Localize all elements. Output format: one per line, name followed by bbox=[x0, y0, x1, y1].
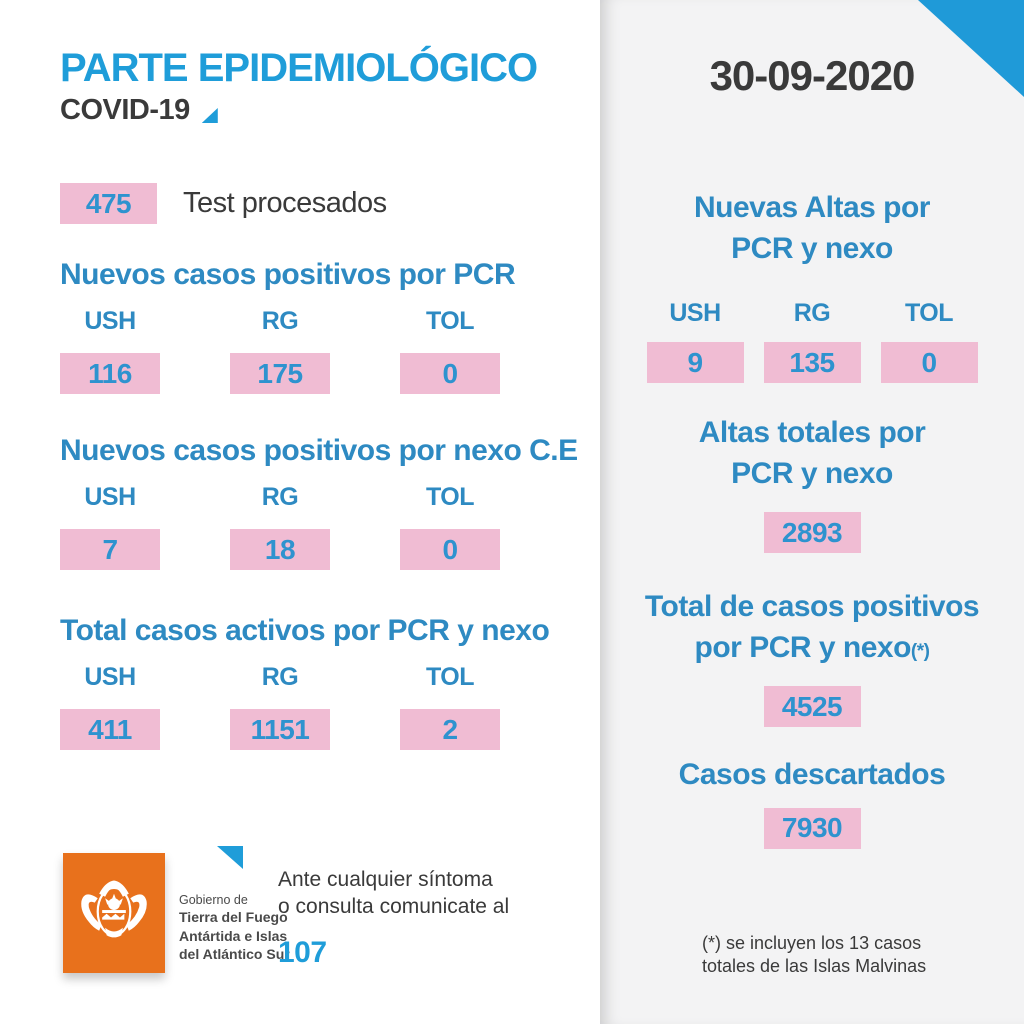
section-title: Altas totales por PCR y nexo bbox=[600, 413, 1024, 494]
value-badge: 2 bbox=[400, 709, 500, 750]
column-header: RG bbox=[261, 663, 299, 691]
badge-wrap: 4525 bbox=[600, 686, 1024, 727]
section-columns: USH 7 RG 18 TOL 0 bbox=[60, 483, 600, 570]
value-badge: 7930 bbox=[763, 807, 861, 849]
section-title: Total de casos positivos por PCR y nexo(… bbox=[600, 587, 1024, 668]
flag-triangle-icon bbox=[217, 846, 243, 869]
column-rg: RG 18 bbox=[230, 483, 330, 570]
column-header: TOL bbox=[425, 307, 475, 335]
hotline-notice: Ante cualquier síntoma o consulta comuni… bbox=[278, 866, 538, 972]
value-badge: 411 bbox=[60, 709, 160, 750]
page-title-part1: PARTE bbox=[60, 46, 198, 90]
column-tol: TOL 2 bbox=[400, 663, 500, 750]
column-rg: RG 175 bbox=[230, 307, 330, 394]
column-ush: USH 116 bbox=[60, 307, 160, 394]
report-date: 30-09-2020 bbox=[709, 52, 916, 99]
title-line1: Altas totales por bbox=[698, 416, 926, 449]
value-badge: 2893 bbox=[763, 512, 861, 553]
title-line1: Nuevas Altas por bbox=[694, 191, 930, 224]
tests-processed-row: 475 Test procesados bbox=[60, 183, 600, 224]
coat-of-arms-icon bbox=[81, 880, 147, 938]
section-title: Casos descartados bbox=[678, 758, 946, 791]
column-header: USH bbox=[84, 307, 136, 335]
title-line2: PCR y nexo bbox=[731, 231, 893, 265]
gov-small: Gobierno de bbox=[179, 893, 248, 908]
notice-line2: o consulta comunicate al bbox=[278, 895, 510, 919]
section-total-recoveries: Altas totales por PCR y nexo 2893 bbox=[600, 413, 1024, 553]
value-badge: 0 bbox=[880, 342, 978, 383]
badge-wrap: 2893 bbox=[600, 512, 1024, 553]
right-panel: 30-09-2020 Nuevas Altas por PCR y nexo U… bbox=[600, 0, 1024, 1024]
value-badge: 4525 bbox=[763, 686, 861, 727]
column-rg: RG 1151 bbox=[230, 663, 330, 750]
value-badge: 18 bbox=[230, 529, 330, 570]
hotline-number: 107 bbox=[278, 935, 327, 969]
column-header: RG bbox=[261, 307, 299, 335]
section-discarded-cases: Casos descartados 7930 bbox=[600, 755, 1024, 849]
value-badge: 116 bbox=[60, 353, 160, 394]
government-logo bbox=[63, 853, 165, 973]
column-tol: TOL 0 bbox=[400, 483, 500, 570]
column-header: RG bbox=[261, 483, 299, 511]
notice-line1: Ante cualquier síntoma bbox=[278, 868, 493, 891]
gov-line3: del Atlántico Sur bbox=[179, 945, 290, 962]
badge-wrap: 7930 bbox=[600, 807, 1024, 849]
section-new-cases-pcr: Nuevos casos positivos por PCR USH 116 R… bbox=[60, 258, 600, 394]
column-tol: TOL 0 bbox=[400, 307, 500, 394]
column-ush: USH 9 bbox=[646, 299, 744, 383]
column-header: USH bbox=[84, 483, 136, 511]
section-new-cases-nexo: Nuevos casos positivos por nexo C.E USH … bbox=[60, 434, 600, 570]
value-badge: 1151 bbox=[230, 709, 330, 750]
tests-label: Test procesados bbox=[183, 187, 387, 219]
section-columns: USH 116 RG 175 TOL 0 bbox=[60, 307, 600, 394]
flag-triangle-icon bbox=[201, 108, 218, 123]
government-name: Gobierno de Tierra del Fuego Antártida e… bbox=[179, 892, 290, 963]
section-total-positive-cases: Total de casos positivos por PCR y nexo(… bbox=[600, 587, 1024, 727]
column-header: TOL bbox=[425, 663, 475, 691]
title-line2: por PCR y nexo(*) bbox=[600, 628, 1024, 669]
footnote: (*) se incluyen los 13 casos totales de … bbox=[702, 932, 926, 977]
column-header: TOL bbox=[425, 483, 475, 511]
footer: Gobierno de Tierra del Fuego Antártida e… bbox=[63, 846, 509, 973]
column-header: TOL bbox=[904, 299, 954, 327]
section-columns: USH 9 RG 135 TOL 0 bbox=[600, 299, 1024, 383]
section-title: Nuevos casos positivos por PCR bbox=[60, 258, 516, 291]
column-ush: USH 7 bbox=[60, 483, 160, 570]
footnote-line2: totales de las Islas Malvinas bbox=[702, 955, 927, 976]
section-title: Nuevos casos positivos por nexo C.E bbox=[60, 434, 578, 467]
column-rg: RG 135 bbox=[763, 299, 861, 383]
left-panel: PARTE EPIDEMIOLÓGICO COVID-19 475 Test p… bbox=[60, 48, 600, 973]
column-ush: USH 411 bbox=[60, 663, 160, 750]
tests-value-badge: 475 bbox=[60, 183, 157, 224]
column-header: RG bbox=[793, 299, 831, 327]
section-total-active-cases: Total casos activos por PCR y nexo USH 4… bbox=[60, 614, 600, 750]
value-badge: 9 bbox=[646, 342, 744, 383]
section-new-recoveries: Nuevas Altas por PCR y nexo USH 9 RG 135… bbox=[600, 188, 1024, 383]
covid-label: COVID-19 bbox=[60, 94, 190, 126]
title-line2: PCR y nexo bbox=[731, 456, 893, 490]
value-badge: 7 bbox=[60, 529, 160, 570]
section-columns: USH 411 RG 1151 TOL 2 bbox=[60, 663, 600, 750]
page-subtitle: COVID-19 bbox=[60, 96, 600, 125]
column-header: USH bbox=[669, 299, 721, 327]
page-title-part2: EPIDEMIOLÓGICO bbox=[197, 46, 538, 90]
column-tol: TOL 0 bbox=[880, 299, 978, 383]
section-title: Nuevas Altas por PCR y nexo bbox=[600, 188, 1024, 269]
value-badge: 135 bbox=[763, 342, 861, 383]
value-badge: 0 bbox=[400, 529, 500, 570]
column-header: USH bbox=[84, 663, 136, 691]
asterisk-marker: (*) bbox=[910, 640, 930, 662]
page-title: PARTE EPIDEMIOLÓGICO bbox=[60, 48, 600, 88]
gov-line1: Tierra del Fuego bbox=[179, 909, 288, 926]
title-line2-text: por PCR y nexo bbox=[694, 630, 912, 664]
section-title: Total casos activos por PCR y nexo bbox=[60, 614, 550, 647]
value-badge: 0 bbox=[400, 353, 500, 394]
footnote-line1: (*) se incluyen los 13 casos bbox=[702, 933, 922, 953]
title-line1: Total de casos positivos bbox=[644, 590, 980, 623]
gov-line2: Antártida e Islas bbox=[179, 927, 288, 944]
value-badge: 175 bbox=[230, 353, 330, 394]
